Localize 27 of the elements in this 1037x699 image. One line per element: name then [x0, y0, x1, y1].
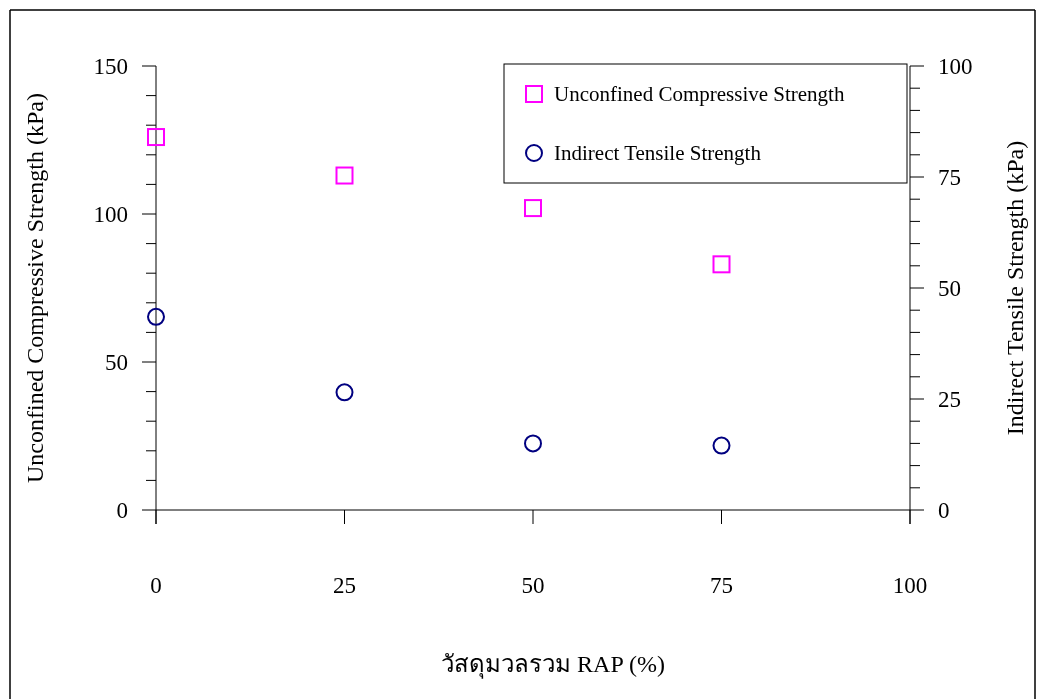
y2-tick-label: 0 [938, 498, 950, 523]
point [335, 166, 354, 185]
y2-tick-label: 75 [938, 165, 961, 190]
point [147, 128, 165, 147]
y2-axis-title: Indirect Tensile Strength (kPa) [1002, 140, 1028, 436]
x-tick-label: 0 [150, 573, 162, 598]
legend-label: Indirect Tensile Strength [554, 141, 762, 165]
y-tick-label: 0 [116, 498, 128, 523]
y-axis-title: Unconfined Compressive Strength (kPa) [22, 93, 48, 483]
point [147, 307, 165, 326]
x-tick-label: 50 [521, 573, 545, 598]
y-tick-label: 50 [105, 350, 128, 375]
y2-tick-label: 25 [938, 387, 961, 412]
y-tick-label: 150 [93, 54, 128, 79]
x-tick-label: 100 [892, 573, 928, 598]
point [524, 199, 542, 218]
y2-tick-label: 100 [938, 54, 973, 79]
point [335, 383, 354, 402]
legend-label: Unconfined Compressive Strength [554, 82, 845, 106]
y-tick-label: 100 [93, 202, 128, 227]
point [712, 255, 731, 274]
x-tick-label: 75 [710, 573, 733, 598]
point [524, 434, 542, 453]
x-tick-label: 25 [333, 573, 356, 598]
x-axis-title: วัสดุมวลรวม RAP (%) [441, 651, 665, 679]
y2-tick-label: 50 [938, 276, 961, 301]
point [712, 436, 731, 455]
